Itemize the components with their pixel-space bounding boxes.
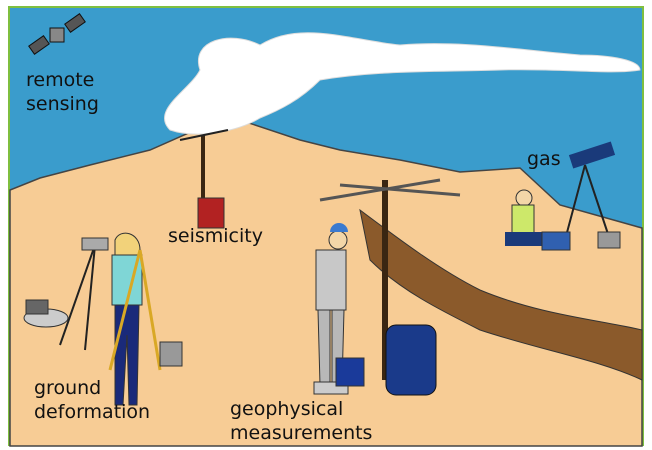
label: deformation — [34, 401, 150, 423]
page: remotesensing seismicity gas grounddeformat… — [0, 0, 652, 450]
label: geophysical — [230, 398, 343, 420]
label: seismicity — [168, 225, 263, 247]
label: sensing — [26, 93, 99, 115]
illustration: remotesensing seismicity gas grounddeformat… — [0, 0, 652, 450]
label: gas — [527, 148, 561, 170]
label: measurements — [230, 422, 372, 444]
label: remote — [26, 69, 94, 91]
label: ground — [34, 377, 101, 399]
